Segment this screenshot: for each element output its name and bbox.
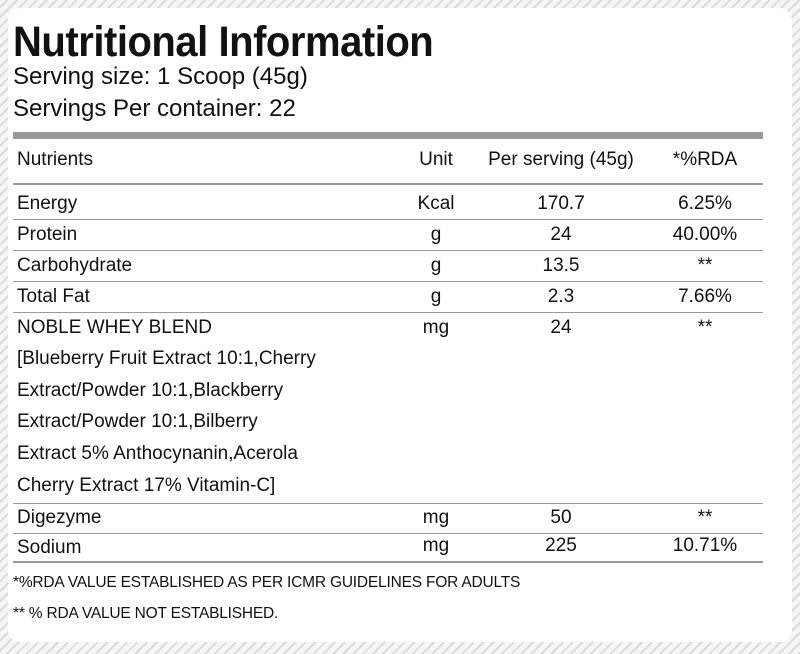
table-divider [13, 183, 763, 185]
blend-detail-line: Extract/Powder 10:1,Blackberry [17, 380, 284, 401]
row-divider [13, 281, 763, 282]
row-carbohydrate-nutrient: Carbohydrate [17, 255, 133, 276]
row-energy-per-serving: 170.7 [537, 193, 585, 214]
row-protein-per-serving: 24 [550, 224, 572, 245]
row-divider [13, 533, 763, 534]
row-energy-nutrient: Energy [17, 193, 78, 214]
blend-detail-line: Extract 5% Anthocynanin,Acerola [17, 443, 298, 464]
row-digezyme-per-serving: 50 [550, 507, 572, 528]
row-divider [13, 503, 763, 504]
row-blend-nutrient: NOBLE WHEY BLEND [17, 317, 212, 338]
blend-detail-line: [Blueberry Fruit Extract 10:1,Cherry [17, 348, 316, 369]
row-carbohydrate-rda: ** [697, 255, 713, 276]
row-sodium-unit: mg [422, 535, 450, 556]
row-digezyme-nutrient: Digezyme [17, 507, 102, 528]
row-digezyme-unit: mg [422, 507, 450, 528]
row-total-fat-rda: 7.66% [678, 286, 732, 307]
row-protein-rda: 40.00% [672, 224, 738, 245]
row-blend-per-serving: 24 [550, 317, 572, 338]
blend-detail-line: Extract/Powder 10:1,Bilberry [17, 411, 258, 432]
row-total-fat-per-serving: 2.3 [547, 286, 575, 307]
row-digezyme-rda: ** [697, 507, 713, 528]
servings-per-container: Servings Per container: 22 [13, 95, 296, 122]
row-sodium-nutrient: Sodium [17, 537, 82, 558]
footnote-not-established: ** % RDA VALUE NOT ESTABLISHED. [13, 605, 279, 622]
row-blend-rda: ** [697, 317, 713, 338]
table-bottom-divider [13, 561, 763, 563]
row-protein-unit: g [430, 224, 442, 245]
page-title: Nutritional Information [13, 18, 434, 66]
header-unit: Unit [419, 149, 453, 170]
row-divider [13, 312, 763, 313]
row-divider [13, 219, 763, 220]
row-sodium-rda: 10.71% [672, 535, 738, 556]
row-sodium-per-serving: 225 [545, 535, 577, 556]
row-carbohydrate-unit: g [430, 255, 442, 276]
row-protein-nutrient: Protein [17, 224, 78, 245]
row-energy-unit: Kcal [417, 193, 455, 214]
header-rda: *%RDA [672, 149, 738, 170]
header-divider [13, 132, 763, 139]
header-nutrients: Nutrients [17, 149, 94, 170]
row-total-fat-nutrient: Total Fat [17, 286, 90, 307]
row-divider [13, 250, 763, 251]
footnote-rda: *%RDA VALUE ESTABLISHED AS PER ICMR GUID… [13, 574, 521, 591]
row-total-fat-unit: g [430, 286, 442, 307]
row-carbohydrate-per-serving: 13.5 [542, 255, 580, 276]
header-per-serving: Per serving (45g) [488, 149, 634, 170]
serving-size: Serving size: 1 Scoop (45g) [13, 63, 308, 90]
nutrition-panel [8, 8, 792, 642]
row-blend-unit: mg [422, 317, 450, 338]
blend-detail-line: Cherry Extract 17% Vitamin-C] [17, 475, 276, 496]
row-energy-rda: 6.25% [678, 193, 732, 214]
